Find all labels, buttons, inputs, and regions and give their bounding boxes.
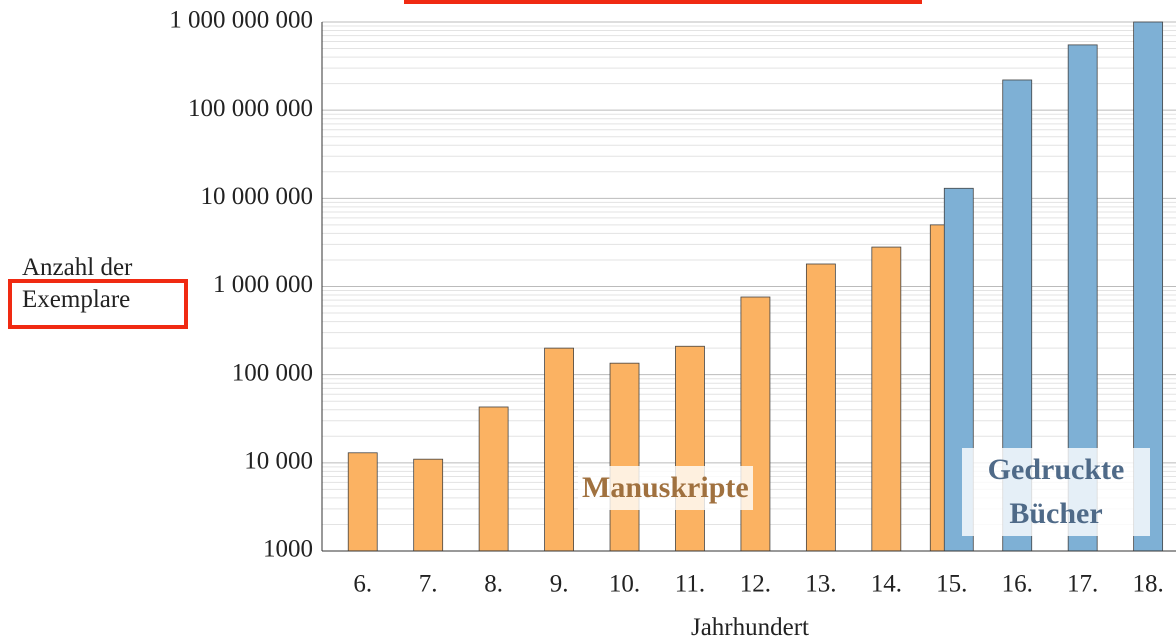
- x-tick-label: 14.: [871, 571, 902, 598]
- series-label: Manuskripte: [578, 466, 753, 510]
- highlight-box: [404, 0, 922, 4]
- bar: [544, 347, 574, 552]
- bar: [805, 263, 836, 552]
- y-tick-label: 100 000: [232, 359, 313, 386]
- y-tick-label: 100 000 000: [188, 95, 313, 122]
- x-axis-label: Jahrhundert: [690, 614, 810, 641]
- bar: [740, 296, 771, 552]
- bar: [478, 406, 509, 552]
- y-axis-label: Anzahl der Exemplare: [22, 254, 133, 313]
- y-tick-label: 10 000: [244, 448, 313, 475]
- x-tick-label: 17.: [1067, 571, 1098, 598]
- x-tick-label: 11.: [675, 571, 705, 598]
- x-tick-label: 6.: [353, 571, 372, 598]
- bar: [347, 452, 378, 552]
- x-tick-label: 9.: [550, 571, 569, 598]
- x-tick-label: 8.: [484, 571, 503, 598]
- x-tick-label: 10.: [609, 571, 640, 598]
- x-tick-label: 7.: [419, 571, 438, 598]
- x-tick-label: 13.: [805, 571, 836, 598]
- x-tick-label: 18.: [1133, 571, 1164, 598]
- bar: [675, 345, 705, 552]
- highlight-box: [8, 279, 188, 329]
- y-tick-label: 1000: [263, 536, 313, 563]
- y-tick-label: 1 000 000: [213, 271, 313, 298]
- y-tick-label: 10 000 000: [201, 183, 314, 210]
- bar: [413, 458, 444, 552]
- bar: [871, 246, 902, 552]
- x-tick-label: 12.: [740, 571, 771, 598]
- bar: [609, 362, 640, 552]
- series-label: Gedruckte Bücher: [962, 448, 1150, 536]
- x-tick-label: 16.: [1002, 571, 1033, 598]
- y-tick-label: 1 000 000 000: [169, 7, 313, 34]
- x-tick-label: 15.: [936, 571, 967, 598]
